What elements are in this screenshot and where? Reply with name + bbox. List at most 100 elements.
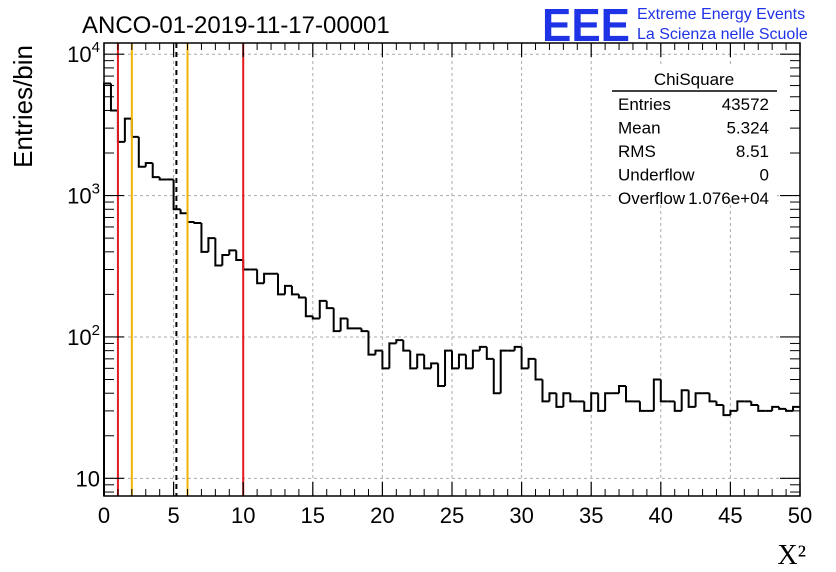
- histogram-bin: [520, 346, 529, 370]
- y-tick-label: 10: [76, 466, 100, 491]
- histogram-bin: [137, 136, 146, 168]
- logo-line1: Extreme Energy Events: [637, 6, 805, 23]
- histogram-bin: [548, 392, 557, 402]
- stats-label: Overflow: [618, 189, 686, 208]
- histogram-bin: [750, 401, 759, 407]
- histogram-bin: [437, 363, 446, 387]
- histogram-bin: [235, 250, 244, 262]
- y-tick-label: 103: [67, 181, 100, 209]
- histogram-bin: [583, 401, 592, 412]
- x-tick-label: 0: [98, 503, 110, 528]
- stats-box-name: ChiSquare: [654, 70, 734, 89]
- histogram-bin: [402, 340, 411, 352]
- stats-value: 5.324: [726, 119, 769, 138]
- histogram-bin: [618, 384, 626, 394]
- histogram-bin: [451, 350, 459, 370]
- histogram-bin: [339, 317, 348, 332]
- histogram-bin: [499, 349, 508, 394]
- stats-value: 43572: [722, 95, 769, 114]
- histogram-bin: [381, 350, 390, 370]
- x-axis-label: X²: [777, 540, 806, 571]
- histogram-bin: [569, 393, 578, 403]
- histogram-bin: [304, 297, 313, 318]
- histogram-bin: [277, 273, 285, 296]
- histogram-bin: [409, 350, 418, 370]
- histogram-bin: [423, 354, 432, 370]
- x-tick-label: 50: [788, 503, 812, 528]
- histogram-bin: [638, 401, 647, 412]
- histogram-bin: [778, 406, 787, 410]
- histogram-bin: [729, 409, 738, 416]
- x-tick-label: 30: [509, 503, 533, 528]
- histogram-bin: [457, 353, 466, 369]
- stats-label: Entries: [618, 95, 671, 114]
- histogram-bin: [722, 405, 731, 417]
- histogram-bin: [186, 213, 195, 224]
- histogram-bin: [200, 222, 209, 253]
- histogram-bin: [687, 390, 696, 408]
- x-tick-label: 40: [649, 503, 673, 528]
- histogram-bin: [597, 393, 606, 412]
- histogram-bin: [283, 284, 292, 295]
- histogram-bin: [130, 118, 139, 138]
- histogram-bin: [492, 358, 501, 395]
- histogram-bin: [207, 237, 216, 252]
- histogram-bin: [311, 316, 320, 320]
- x-tick-label: 45: [718, 503, 742, 528]
- axes: 0 5 10 15 20 25 30 35 40 45 50 10 102 103 104: [67, 39, 812, 528]
- histogram-bin: [513, 345, 522, 351]
- histogram-bin: [242, 260, 251, 271]
- histogram-bin: [388, 342, 397, 369]
- stats-value: 8.51: [736, 142, 769, 161]
- histogram-bin: [172, 179, 181, 211]
- threshold-lines: [116, 43, 245, 496]
- stats-value: 0: [760, 166, 769, 185]
- stats-box-bg: [612, 64, 777, 200]
- histogram-bin: [214, 238, 223, 267]
- histogram-bin: [673, 401, 682, 412]
- histogram-bin: [374, 349, 383, 355]
- histogram-bin: [555, 393, 564, 408]
- histogram-bin: [736, 400, 745, 411]
- histogram-bin: [625, 385, 633, 403]
- histogram-bin: [290, 285, 299, 296]
- histogram-bin: [318, 299, 327, 319]
- histogram-bin: [534, 358, 543, 381]
- x-tick-label: 10: [231, 503, 255, 528]
- histogram-bin: [478, 345, 487, 351]
- histogram-bin: [151, 162, 160, 179]
- stats-box: ChiSquare Entries 43572 Mean 5.324 RMS 8.51 Un…: [612, 64, 777, 208]
- histogram-bin: [193, 221, 202, 224]
- histogram-bin: [144, 161, 153, 167]
- histogram-bin: [590, 392, 599, 411]
- stats-label: RMS: [618, 142, 656, 161]
- histogram-bin: [116, 110, 125, 143]
- eee-logo: EEE Extreme Energy Events La Scienza nel…: [542, 0, 808, 51]
- histogram-bin: [123, 117, 132, 142]
- x-tick-label: 35: [579, 503, 603, 528]
- histogram-bin: [367, 331, 376, 356]
- histogram-bin: [103, 82, 111, 496]
- histogram-bin: [416, 353, 425, 369]
- histogram-bin: [228, 249, 237, 255]
- histogram-bin: [430, 362, 439, 369]
- histogram-bin: [332, 308, 341, 333]
- histogram-bin: [485, 346, 494, 360]
- histogram-bin: [708, 393, 717, 403]
- histogram-bin: [346, 318, 355, 330]
- stats-label: Underflow: [618, 166, 695, 185]
- plot-frame: [103, 42, 801, 497]
- chart-title: ANCO-01-2019-11-17-00001: [82, 12, 390, 39]
- histogram-bin: [444, 349, 452, 386]
- histogram-bin: [158, 177, 167, 181]
- stats-value: 1.076e+04: [688, 189, 769, 208]
- x-tick-label: 15: [301, 503, 325, 528]
- stats-label: Mean: [618, 119, 661, 138]
- histogram-bin: [757, 405, 766, 412]
- y-tick-label: 102: [67, 322, 100, 350]
- histogram-bin: [541, 379, 550, 403]
- y-axis-label: Entries/bin: [8, 45, 38, 168]
- x-tick-label: 5: [167, 503, 179, 528]
- histogram-bin: [221, 253, 230, 266]
